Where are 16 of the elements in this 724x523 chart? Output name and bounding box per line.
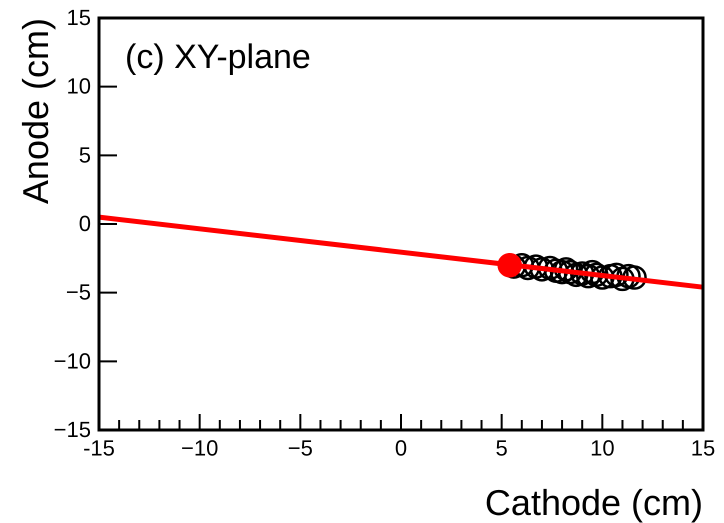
y-tick-label: −10 bbox=[54, 348, 91, 374]
x-tick-label: 0 bbox=[394, 436, 408, 461]
y-tick-label: 5 bbox=[78, 142, 91, 168]
x-tick-label: −5 bbox=[288, 436, 313, 461]
x-tick-label: 5 bbox=[496, 436, 508, 461]
y-tick-label: −15 bbox=[54, 417, 91, 442]
x-tick-label: 10 bbox=[590, 436, 615, 461]
y-tick-label: 10 bbox=[66, 74, 91, 99]
x-axis-title: Cathode (cm) bbox=[484, 482, 703, 523]
text: (c) XY-plane bbox=[125, 38, 311, 76]
x-tick-label: 15 bbox=[690, 436, 716, 461]
y-tick-label: 0 bbox=[78, 211, 91, 236]
y-axis-title: Anode (cm) bbox=[15, 18, 56, 204]
y-tick-label: 15 bbox=[66, 5, 91, 30]
y-tick-label: −5 bbox=[66, 280, 91, 305]
x-tick-label: −10 bbox=[181, 436, 218, 461]
